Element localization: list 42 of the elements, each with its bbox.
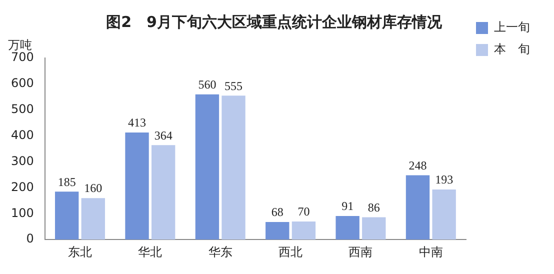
bar (362, 217, 386, 240)
x-tick-label: 中南 (418, 244, 443, 259)
bar (81, 198, 105, 240)
x-tick-label: 华北 (138, 244, 162, 259)
data-label: 413 (128, 116, 146, 130)
bar (336, 216, 360, 240)
y-tick-label: 200 (11, 180, 34, 194)
legend-label: 本 旬 (494, 42, 530, 56)
data-label: 555 (224, 78, 243, 93)
y-axis-title: 万吨 (8, 38, 32, 52)
data-label: 160 (84, 181, 102, 196)
bar (432, 190, 456, 240)
data-label: 248 (408, 158, 427, 172)
data-label: 193 (435, 172, 454, 187)
data-label: 364 (154, 128, 172, 142)
bar (54, 192, 79, 240)
y-tick-label: 600 (11, 76, 34, 90)
data-label: 86 (368, 200, 380, 214)
bar (266, 222, 290, 240)
data-label: 560 (198, 77, 216, 92)
y-tick-label: 100 (11, 206, 34, 220)
x-tick-label: 西南 (348, 244, 373, 259)
data-label: 185 (58, 174, 76, 189)
data-label: 68 (271, 205, 284, 220)
bar (406, 175, 430, 240)
y-tick-label: 300 (11, 154, 34, 168)
legend-label: 上一旬 (494, 20, 530, 34)
data-label: 70 (298, 204, 310, 219)
bar (125, 132, 149, 240)
bar (292, 221, 316, 240)
y-tick-label: 700 (11, 50, 34, 64)
x-tick-label: 东北 (68, 244, 92, 259)
data-label: 91 (342, 199, 354, 214)
bar (151, 145, 176, 240)
bar (222, 96, 246, 240)
x-tick-label: 西北 (278, 244, 303, 259)
y-tick-label: 0 (26, 232, 34, 246)
bar (195, 94, 220, 240)
x-tick-label: 华东 (208, 244, 232, 259)
y-tick-label: 400 (11, 128, 34, 142)
chart-title: 图2 9月下旬六大区域重点统计企业钢材库存情况 (106, 12, 443, 31)
y-tick-label: 500 (11, 102, 34, 116)
